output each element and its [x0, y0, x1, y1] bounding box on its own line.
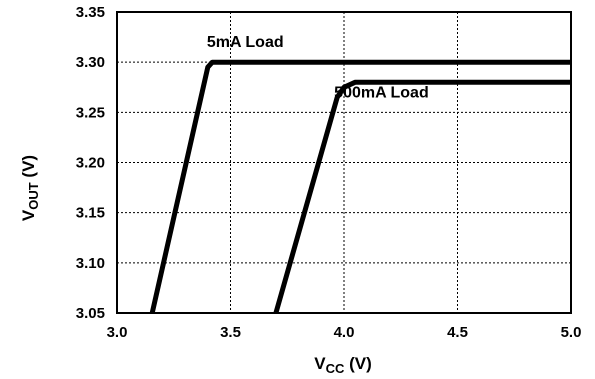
y-tick-label: 3.20 [76, 155, 105, 172]
y-axis-title-sub: OUT [26, 182, 41, 210]
y-tick-label: 3.10 [76, 255, 105, 272]
annotations: 5mA Load 500mA Load [207, 34, 429, 101]
x-tick-label: 5.0 [561, 324, 582, 341]
series-layer [149, 59, 571, 314]
x-tick-label: 3.0 [107, 324, 128, 341]
series-annotation-1: 5mA Load [207, 34, 284, 51]
y-axis-title-unit: (V) [19, 155, 38, 182]
x-axis-title-sub: CC [326, 361, 345, 376]
x-tick-label: 4.5 [447, 324, 468, 341]
x-axis-title: VCC (V) [314, 354, 372, 376]
x-tick-label: 4.0 [334, 324, 355, 341]
series-line-1 [149, 59, 571, 314]
plot-frame [116, 11, 572, 314]
y-tick-label: 3.30 [76, 54, 105, 71]
tick-labels: 3.0 3.5 4.0 4.5 5.0 3.35 3.30 3.25 3.20 3.15 3.10 3… [76, 4, 582, 341]
x-tick-label: 3.5 [220, 324, 241, 341]
x-axis-title-main: V [314, 354, 326, 373]
series-annotation-2: 500mA Load [334, 84, 429, 101]
y-tick-label: 3.05 [76, 305, 105, 322]
y-tick-label: 3.15 [76, 205, 105, 222]
y-axis-title-main: V [19, 209, 38, 221]
y-axis-title: VOUT (V) [19, 155, 41, 221]
y-tick-label: 3.35 [76, 4, 105, 21]
x-axis-title-unit: (V) [344, 354, 371, 373]
y-tick-label: 3.25 [76, 104, 105, 121]
series-line-2 [273, 79, 571, 314]
